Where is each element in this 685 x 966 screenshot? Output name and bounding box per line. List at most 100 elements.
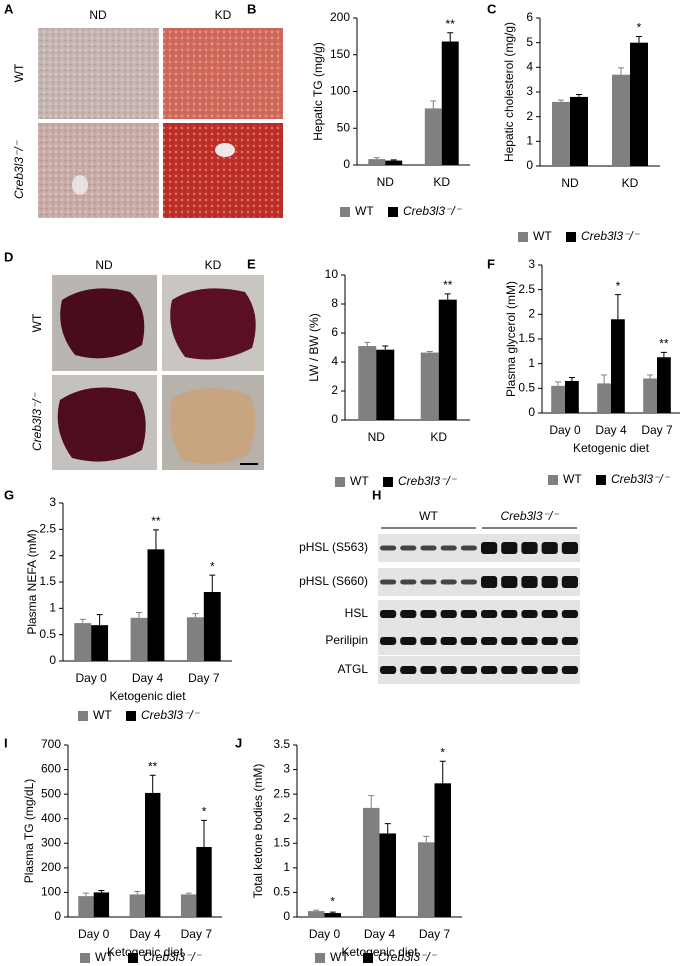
- error-bar: [82, 892, 89, 897]
- error-bar: [390, 159, 397, 161]
- blot-band: [380, 610, 397, 618]
- bar: [324, 913, 341, 917]
- significance-label: *: [202, 805, 207, 819]
- panel-letter: D: [4, 249, 13, 264]
- blot-band: [460, 610, 477, 618]
- y-tick-label: 3: [283, 762, 290, 776]
- x-tick-label: ND: [368, 430, 386, 444]
- y-tick-label: 150: [330, 47, 350, 61]
- blot-band: [420, 637, 437, 645]
- blot-band: [420, 545, 437, 551]
- legend-swatch: [340, 207, 350, 217]
- x-tick-label: Day 0: [549, 423, 581, 437]
- bar: [424, 108, 442, 165]
- bar: [308, 911, 325, 917]
- blot-band: [400, 610, 417, 618]
- y-axis-label: Total ketone bodies (mM): [251, 764, 265, 899]
- y-tick-label: 10: [325, 267, 339, 281]
- panel-letter: J: [235, 735, 242, 750]
- legend-label: WT: [95, 950, 114, 964]
- x-tick-label: Day 7: [641, 423, 673, 437]
- vessel: [72, 175, 88, 195]
- legend-label: WT: [350, 474, 369, 488]
- error-bar: [192, 613, 199, 618]
- error-bar: [614, 294, 621, 320]
- bar: [186, 617, 204, 661]
- error-bar: [423, 835, 430, 843]
- panel-letter: E: [247, 256, 256, 271]
- legend-label: Creb3l3⁻/⁻: [398, 474, 458, 488]
- blot-band: [521, 576, 538, 588]
- y-axis-label: Plasma TG (mg/dL): [22, 779, 36, 883]
- y-tick-label: 0: [526, 158, 533, 172]
- error-bar: [152, 529, 159, 550]
- blot-row-label: pHSL (S660): [299, 574, 368, 588]
- y-tick-label: 0: [283, 909, 290, 923]
- y-tick-label: 300: [41, 835, 61, 849]
- y-tick-label: 2.5: [518, 282, 535, 296]
- legend-label: Creb3l3⁻/⁻: [581, 229, 641, 243]
- y-tick-label: 1.5: [518, 331, 535, 345]
- panel-letter: H: [372, 487, 381, 502]
- bar: [418, 842, 435, 917]
- y-tick-label: 2: [526, 109, 533, 123]
- blot-band: [481, 542, 498, 554]
- legend-label: Creb3l3⁻/⁻: [141, 708, 201, 722]
- image-texture: [38, 28, 159, 119]
- y-tick-label: 200: [41, 860, 61, 874]
- bar: [196, 846, 212, 917]
- y-tick-label: 0: [528, 405, 535, 419]
- bar: [74, 623, 92, 661]
- blot-band: [380, 579, 397, 585]
- significance-label: **: [659, 336, 669, 350]
- panel-letter: C: [487, 1, 497, 16]
- legend-swatch: [128, 953, 138, 963]
- x-tick-label: Day 7: [181, 927, 213, 941]
- bar: [385, 160, 403, 165]
- legend-swatch: [126, 711, 136, 721]
- x-tick-label: KD: [430, 430, 447, 444]
- blot-band: [440, 545, 457, 551]
- significance-label: *: [616, 279, 621, 293]
- bar: [565, 380, 579, 413]
- y-tick-label: 200: [330, 10, 350, 24]
- y-tick-label: 0.5: [273, 885, 290, 899]
- bar: [611, 319, 625, 413]
- bar: [180, 894, 197, 917]
- bar: [368, 159, 386, 165]
- x-tick-label: KD: [433, 175, 450, 189]
- bar: [441, 41, 459, 165]
- legend-label: WT: [355, 204, 374, 218]
- row-label: WT: [12, 63, 26, 82]
- bar: [376, 349, 395, 420]
- x-tick-label: Day 7: [419, 927, 451, 941]
- error-bar: [426, 351, 433, 353]
- legend-label: Creb3l3⁻/⁻: [143, 950, 203, 964]
- y-tick-label: 1: [528, 356, 535, 370]
- y-axis-label: LW / BW (%): [307, 313, 321, 381]
- blot-row-label: pHSL (S563): [299, 540, 368, 554]
- blot-band: [481, 610, 498, 618]
- y-tick-label: 0: [54, 909, 61, 923]
- blot-row-label: HSL: [345, 606, 369, 620]
- y-tick-label: 4: [331, 354, 338, 368]
- y-tick-label: 0: [49, 653, 56, 667]
- error-bar: [647, 374, 654, 379]
- blot-band: [501, 637, 518, 645]
- blot-band: [440, 579, 457, 585]
- blot-band: [481, 576, 498, 588]
- blot-band: [501, 542, 518, 554]
- y-axis-label: Hepatic TG (mg/g): [311, 42, 325, 140]
- liver: [57, 387, 146, 462]
- x-tick-label: Day 0: [75, 671, 107, 685]
- y-tick-label: 5: [526, 35, 533, 49]
- significance-label: **: [446, 17, 456, 31]
- panel-letter: G: [4, 487, 14, 502]
- blot-band: [481, 637, 498, 645]
- blot-band: [561, 666, 578, 674]
- error-bar: [568, 376, 575, 381]
- error-bar: [636, 36, 642, 43]
- bar: [630, 42, 648, 166]
- bar: [570, 96, 588, 166]
